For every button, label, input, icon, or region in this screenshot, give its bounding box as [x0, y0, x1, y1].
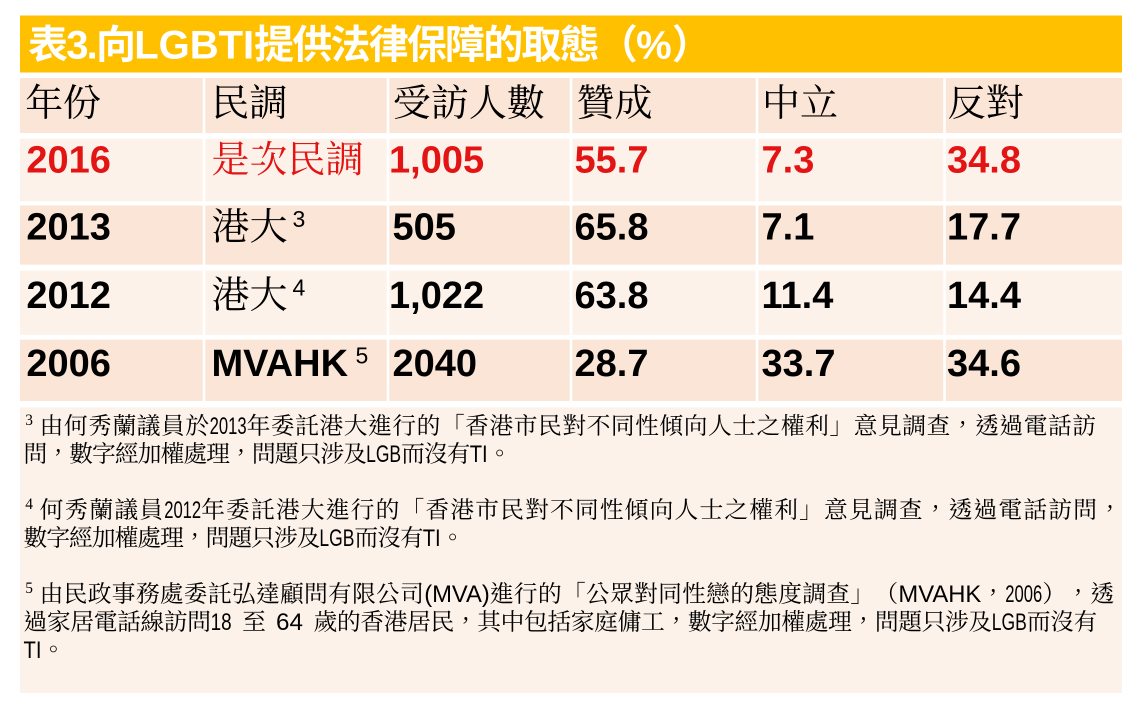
svg-text:55.7: 55.7: [575, 140, 649, 182]
svg-text:2040: 2040: [393, 343, 478, 385]
svg-text:65.8: 65.8: [575, 207, 649, 249]
svg-text:7.1: 7.1: [762, 207, 815, 249]
svg-text:3: 3: [25, 412, 33, 429]
svg-text:MVAHK: MVAHK: [898, 581, 981, 608]
svg-text:TI: TI: [24, 637, 42, 664]
svg-text:28.7: 28.7: [575, 343, 649, 385]
svg-text:TI: TI: [423, 525, 441, 552]
svg-text:11.4: 11.4: [762, 275, 834, 317]
svg-text:2006: 2006: [26, 343, 111, 385]
svg-text:2006: 2006: [1005, 581, 1042, 608]
svg-text:LGB: LGB: [319, 525, 354, 552]
svg-text:2012: 2012: [164, 497, 201, 524]
svg-text:34.6: 34.6: [947, 343, 1021, 385]
svg-text:LGBTI: LGBTI: [134, 24, 254, 68]
svg-text:63.8: 63.8: [575, 275, 649, 317]
svg-text:2013: 2013: [210, 413, 247, 440]
svg-text:18: 18: [211, 609, 232, 636]
svg-text:LGB: LGB: [366, 441, 401, 468]
svg-text:33.7: 33.7: [762, 343, 836, 385]
svg-text:3.: 3.: [66, 24, 96, 68]
svg-text:1,022: 1,022: [389, 275, 484, 317]
svg-text:505: 505: [393, 207, 456, 249]
svg-text:34.8: 34.8: [947, 140, 1021, 182]
svg-text:MVAHK: MVAHK: [212, 343, 349, 385]
svg-text:2016: 2016: [26, 140, 111, 182]
svg-text:LGB: LGB: [992, 609, 1027, 636]
svg-text:14.4: 14.4: [947, 275, 1021, 317]
svg-text:2013: 2013: [26, 207, 111, 249]
svg-text:TI: TI: [470, 441, 488, 468]
svg-text:5: 5: [25, 580, 33, 597]
svg-text:7.3: 7.3: [762, 140, 815, 182]
svg-text:3: 3: [293, 206, 306, 232]
svg-text:17.7: 17.7: [947, 207, 1021, 249]
svg-text:64: 64: [276, 609, 303, 636]
svg-text:5: 5: [356, 342, 369, 368]
svg-text:%: %: [636, 24, 672, 68]
svg-text:4: 4: [25, 496, 33, 513]
svg-text:2012: 2012: [26, 275, 111, 317]
svg-text:(MVA): (MVA): [424, 581, 490, 608]
svg-text:4: 4: [293, 274, 306, 300]
svg-text:1,005: 1,005: [389, 140, 484, 182]
